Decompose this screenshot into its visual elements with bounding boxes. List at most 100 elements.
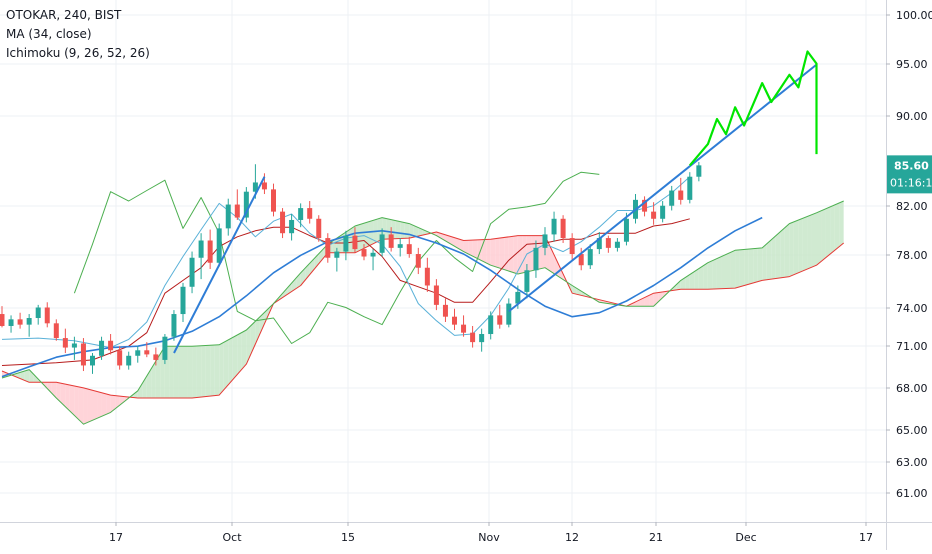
cloud-segment (47, 382, 52, 394)
candle-body (424, 267, 430, 286)
cloud-segment (486, 239, 491, 266)
candle-body (53, 323, 59, 339)
price-tick-label: 82.00 (896, 200, 928, 213)
candle-body (406, 244, 412, 255)
cloud-segment (87, 389, 93, 423)
candle-body (198, 240, 204, 258)
cloud-segment (382, 217, 387, 240)
cloud-segment (65, 384, 70, 411)
time-tick-label: Dec (735, 531, 756, 544)
price-tick-label: 63.00 (896, 456, 928, 469)
cloud-segment (33, 374, 39, 383)
candle-body (379, 234, 385, 253)
chart-legend: OTOKAR, 240, BIST MA (34, close) Ichimok… (6, 6, 150, 63)
candle-body (162, 336, 168, 360)
cloud-segment (359, 223, 364, 251)
cloud-segment (830, 204, 835, 255)
cloud-segment (24, 369, 30, 383)
cloud-segment (259, 312, 265, 334)
cloud-segment (228, 337, 233, 385)
candle-body (352, 235, 358, 250)
cloud-segment (237, 332, 242, 375)
candle-body (397, 244, 403, 248)
cloud-segment (74, 386, 79, 420)
cloud-segment (468, 240, 473, 257)
cloud-segment (223, 339, 229, 390)
candle-body (261, 182, 267, 190)
ma-indicator-label[interactable]: MA (34, close) (6, 27, 92, 41)
time-tick-label: 17 (109, 531, 123, 544)
cloud-segment (210, 345, 215, 397)
candle-body (62, 338, 68, 348)
candle-body (560, 218, 566, 239)
cloud-segment (716, 256, 722, 289)
candle-body (334, 251, 340, 258)
cloud-segment (766, 239, 772, 280)
candle-body (44, 307, 50, 324)
cloud-segment (201, 345, 206, 397)
candle-body (442, 304, 448, 317)
candle-body (669, 190, 675, 206)
cloud-segment (694, 268, 699, 290)
cloud-segment (780, 227, 785, 278)
cloud-segment (581, 291, 586, 297)
cloud-segment (169, 346, 174, 398)
candle-body (316, 218, 322, 239)
cloud-segment (689, 271, 695, 290)
cloud-segment (386, 218, 392, 240)
cloud-segment (101, 392, 107, 417)
cloud-segment (698, 265, 704, 290)
cloud-segment (644, 295, 650, 307)
cloud-segment (839, 201, 844, 247)
indicator-lines (1, 171, 845, 425)
candle-body (343, 235, 349, 252)
candle-body (35, 307, 41, 319)
candle-body (307, 208, 313, 219)
candle-body (452, 316, 457, 325)
cloud-segment (246, 325, 251, 365)
cloud-segment (463, 240, 469, 254)
cloud-segment (413, 225, 419, 238)
candle-body (153, 354, 159, 360)
symbol-title[interactable]: OTOKAR, 240, BIST (6, 8, 122, 22)
candle-body (506, 303, 512, 325)
cloud-segment (472, 239, 478, 259)
candle-body (524, 270, 530, 292)
cloud-segment (685, 274, 690, 290)
candle-body (696, 165, 702, 177)
candle-body (90, 355, 95, 366)
candle-body (234, 204, 240, 218)
candle-body (135, 350, 141, 356)
candle-body (479, 334, 485, 343)
ichimoku-indicator-label[interactable]: Ichimoku (9, 26, 52, 26) (6, 46, 150, 60)
cloud-segment (649, 293, 654, 307)
candle-body (433, 285, 439, 305)
cloud-segment (454, 237, 460, 249)
candle-body (71, 343, 77, 348)
cloud-segment (137, 383, 143, 398)
candle-body (488, 315, 494, 335)
candle-body (623, 218, 629, 242)
cloud-segment (241, 329, 247, 370)
cloud-segment (205, 345, 211, 397)
ichimoku-span-a-line (1, 200, 844, 425)
candle-body (99, 340, 105, 356)
cloud-segment (404, 222, 410, 239)
price-tick-label: 61.00 (896, 487, 928, 500)
cloud-segment (155, 353, 161, 398)
cloud-segment (508, 236, 514, 273)
candle-body (515, 291, 521, 304)
cloud-segment (762, 243, 767, 281)
candle-body (361, 249, 367, 257)
candle-body (0, 314, 5, 326)
cloud-segment (825, 206, 831, 258)
candle-body (415, 254, 421, 268)
cloud-segment (748, 248, 754, 285)
price-tick-label: 65.00 (896, 424, 928, 437)
cloud-segment (802, 216, 808, 271)
candle-body (144, 350, 150, 355)
cloud-segment (29, 369, 34, 383)
